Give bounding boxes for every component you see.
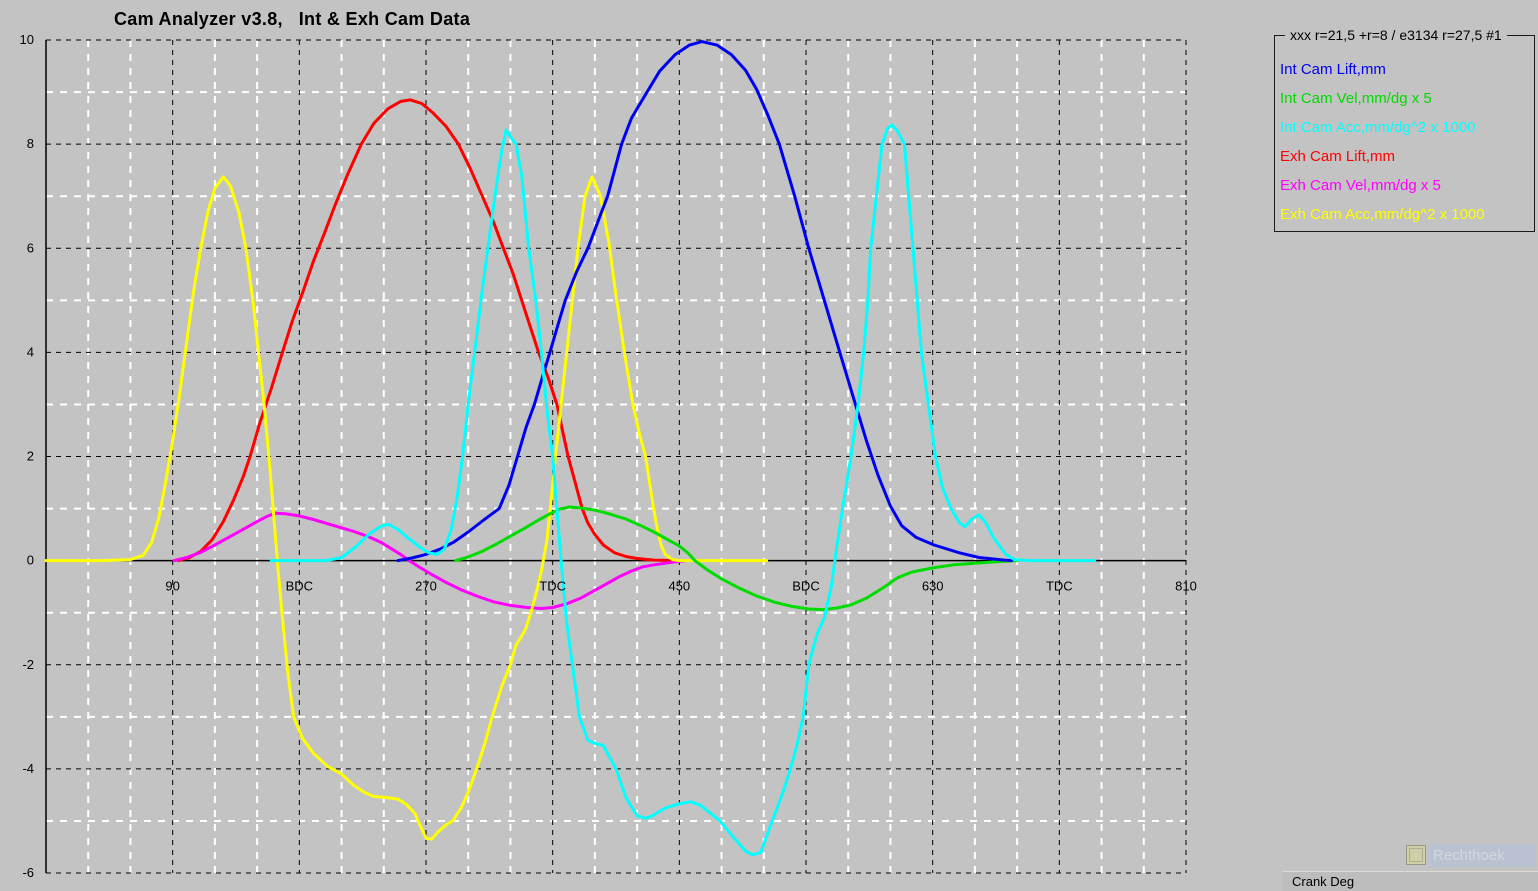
legend-items: Int Cam Lift,mm Int Cam Vel,mm/dg x 5 Int … (1275, 36, 1534, 229)
legend-item: Int Cam Lift,mm (1280, 61, 1386, 78)
chart-title: Cam Analyzer v3.8, Int & Exh Cam Data (114, 9, 471, 29)
x-tick-label: 270 (415, 579, 437, 594)
curve-exh-cam-lift (176, 98, 681, 563)
x-axis-title: Crank Deg (1292, 874, 1355, 889)
curve-int-cam-lift (396, 40, 1013, 563)
rectangle-tool-ghost-item[interactable]: Rechthoek (1402, 844, 1536, 868)
y-tick-label: -4 (22, 761, 34, 776)
y-tick-label: 2 (27, 449, 34, 464)
legend-item: Exh Cam Vel,mm/dg x 5 (1280, 177, 1441, 194)
x-tick-label: BDC (792, 579, 819, 594)
tool-highlight-bar (1428, 844, 1536, 867)
y-tick-label: 8 (27, 136, 34, 151)
y-tick-label: -6 (22, 865, 34, 880)
x-axis-title-strip: Crank Deg (1283, 871, 1538, 891)
legend-groupbox: xxx r=21,5 +r=8 / e3134 r=27,5 #1 Int Ca… (1274, 27, 1535, 232)
curves (44, 40, 1096, 857)
y-tick-label: 6 (27, 240, 34, 255)
x-tick-label: BDC (286, 579, 313, 594)
y-tick-label: 0 (27, 553, 34, 568)
legend-item: Exh Cam Acc,mm/dg^2 x 1000 (1280, 206, 1485, 223)
rectangle-tool-label: Rechthoek (1433, 847, 1505, 864)
x-tick-label: TDC (539, 579, 566, 594)
legend-item: Int Cam Vel,mm/dg x 5 (1280, 90, 1432, 107)
rectangle-tool-icon (1406, 845, 1426, 865)
x-tick-label: TDC (1046, 579, 1073, 594)
x-tick-label: 90 (165, 579, 179, 594)
x-axis-labels: 90 BDC 270 TDC 450 BDC 630 TDC 810 (165, 579, 1196, 594)
curve-int-cam-vel (454, 505, 1019, 612)
y-axis-labels: 10 8 6 4 2 0 -2 -4 -6 (20, 32, 34, 880)
x-tick-label: 810 (1175, 579, 1197, 594)
x-tick-label: 630 (922, 579, 944, 594)
legend-title: xxx r=21,5 +r=8 / e3134 r=27,5 #1 (1285, 27, 1507, 43)
y-tick-label: -2 (22, 657, 34, 672)
y-tick-label: 4 (27, 344, 34, 359)
y-tick-label: 10 (20, 32, 34, 47)
legend-item: Int Cam Acc,mm/dg^2 x 1000 (1280, 119, 1476, 136)
curve-exh-cam-acc (44, 175, 769, 841)
curve-int-cam-acc (269, 123, 1096, 857)
x-tick-label: 450 (668, 579, 690, 594)
curve-exh-cam-vel (172, 511, 688, 610)
legend-item: Exh Cam Lift,mm (1280, 148, 1396, 165)
